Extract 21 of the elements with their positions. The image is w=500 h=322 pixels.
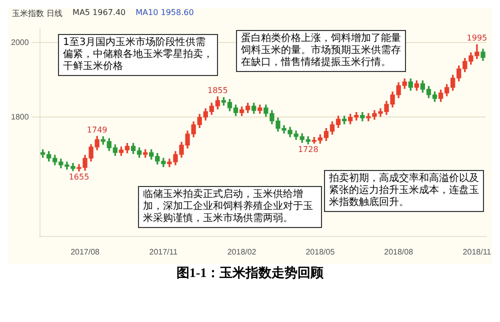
annotation: 1855 [207, 86, 228, 95]
x-tick-label: 2018/08 [384, 247, 414, 256]
x-tick-label: 2018/05 [306, 247, 336, 256]
annotation: 1655 [68, 172, 90, 182]
x-tick-label: 2017/08 [70, 247, 100, 256]
annotation: 临储玉米拍卖正式启动，玉米供给增加，深加工企业和饲料养殖企业对于玉米采购谨慎，玉米市场供需两弱。 [138, 186, 322, 228]
text: 图1-1：玉米指数走势回顾 [8, 264, 492, 282]
text: MA10 1958.60 [136, 8, 194, 19]
annotation: 1749 [86, 125, 108, 134]
y-tick-label: 2000 [11, 38, 30, 47]
y-tick-label: 1800 [11, 112, 30, 122]
x-tick-label: 2018/02 [227, 247, 257, 256]
annotation: 1至3月国内玉米市场阶段性供需偏紧，中储粮各地玉米零星拍卖，干鲜玉米价格 [58, 34, 218, 76]
chart-subtitle: 玉米指数 日线 [12, 8, 63, 20]
annotation: 拍卖初期，高成交率和高溢价以及紧张的运力抬升玉米成本，连盘玉米指数触底回升。 [324, 170, 484, 212]
x-tick-label: 2018/11 [462, 247, 492, 256]
annotation: 蛋白粕类价格上涨，饲料增加了能量饲料玉米的量。市场预期玉米供需存在缺口，惜售情绪提振玉米行情。 [236, 30, 406, 72]
text: MA5 1967.40 [72, 8, 126, 19]
annotation: 1728 [298, 145, 318, 154]
annotation: 1995 [466, 34, 488, 43]
x-tick-label: 2017/11 [149, 247, 178, 256]
